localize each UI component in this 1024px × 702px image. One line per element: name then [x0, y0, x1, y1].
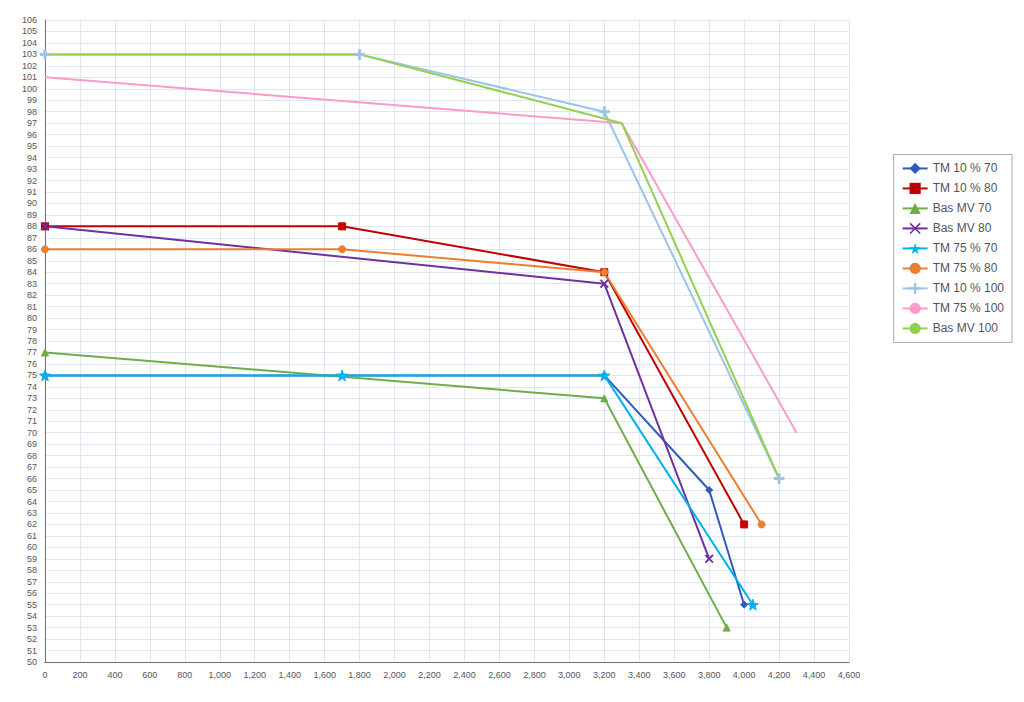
svg-text:3,000: 3,000 [558, 670, 581, 680]
svg-text:98: 98 [27, 107, 37, 117]
svg-text:Bas MV 80: Bas MV 80 [933, 221, 992, 235]
svg-text:Bas MV 70: Bas MV 70 [933, 201, 992, 215]
svg-text:91: 91 [27, 187, 37, 197]
svg-text:53: 53 [27, 623, 37, 633]
svg-text:94: 94 [27, 153, 37, 163]
svg-text:2,800: 2,800 [523, 670, 546, 680]
svg-text:59: 59 [27, 554, 37, 564]
svg-text:62: 62 [27, 519, 37, 529]
svg-text:77: 77 [27, 347, 37, 357]
svg-text:97: 97 [27, 118, 37, 128]
svg-text:4,600: 4,600 [838, 670, 861, 680]
svg-text:TM 75 % 80: TM 75 % 80 [933, 261, 998, 275]
svg-text:83: 83 [27, 279, 37, 289]
svg-text:78: 78 [27, 336, 37, 346]
svg-text:Bas MV 100: Bas MV 100 [933, 321, 999, 335]
svg-text:1,200: 1,200 [243, 670, 266, 680]
svg-text:60: 60 [27, 542, 37, 552]
svg-text:61: 61 [27, 531, 37, 541]
svg-text:TM 10 % 80: TM 10 % 80 [933, 181, 998, 195]
svg-text:800: 800 [177, 670, 192, 680]
svg-text:TM 75 % 70: TM 75 % 70 [933, 241, 998, 255]
svg-text:68: 68 [27, 451, 37, 461]
svg-text:3,600: 3,600 [663, 670, 686, 680]
svg-text:3,800: 3,800 [698, 670, 721, 680]
svg-text:95: 95 [27, 141, 37, 151]
svg-text:101: 101 [22, 72, 37, 82]
svg-text:105: 105 [22, 26, 37, 36]
svg-text:2,000: 2,000 [383, 670, 406, 680]
svg-text:93: 93 [27, 164, 37, 174]
svg-text:1,600: 1,600 [313, 670, 336, 680]
svg-text:TM 75 % 100: TM 75 % 100 [933, 301, 1005, 315]
svg-text:58: 58 [27, 565, 37, 575]
svg-text:69: 69 [27, 439, 37, 449]
svg-text:56: 56 [27, 588, 37, 598]
svg-text:100: 100 [22, 84, 37, 94]
svg-text:89: 89 [27, 210, 37, 220]
svg-text:86: 86 [27, 244, 37, 254]
svg-text:1,800: 1,800 [348, 670, 371, 680]
svg-text:80: 80 [27, 313, 37, 323]
svg-text:52: 52 [27, 634, 37, 644]
svg-text:4,400: 4,400 [803, 670, 826, 680]
svg-text:76: 76 [27, 359, 37, 369]
svg-text:79: 79 [27, 325, 37, 335]
svg-text:82: 82 [27, 290, 37, 300]
svg-text:96: 96 [27, 130, 37, 140]
svg-text:99: 99 [27, 95, 37, 105]
svg-text:TM 10 % 100: TM 10 % 100 [933, 281, 1005, 295]
svg-text:65: 65 [27, 485, 37, 495]
svg-text:92: 92 [27, 176, 37, 186]
svg-text:2,200: 2,200 [418, 670, 441, 680]
svg-text:84: 84 [27, 267, 37, 277]
svg-text:74: 74 [27, 382, 37, 392]
svg-text:85: 85 [27, 256, 37, 266]
svg-text:4,200: 4,200 [768, 670, 791, 680]
svg-text:54: 54 [27, 611, 37, 621]
svg-text:71: 71 [27, 416, 37, 426]
svg-text:75: 75 [27, 370, 37, 380]
svg-text:81: 81 [27, 302, 37, 312]
svg-text:55: 55 [27, 600, 37, 610]
svg-text:102: 102 [22, 61, 37, 71]
svg-text:1,400: 1,400 [278, 670, 301, 680]
svg-text:50: 50 [27, 657, 37, 667]
svg-text:90: 90 [27, 198, 37, 208]
svg-text:66: 66 [27, 474, 37, 484]
svg-text:57: 57 [27, 577, 37, 587]
svg-text:106: 106 [22, 15, 37, 25]
svg-text:67: 67 [27, 462, 37, 472]
svg-text:51: 51 [27, 646, 37, 656]
svg-text:104: 104 [22, 38, 37, 48]
svg-text:TM 10 % 70: TM 10 % 70 [933, 161, 998, 175]
svg-text:63: 63 [27, 508, 37, 518]
svg-text:1,000: 1,000 [209, 670, 232, 680]
svg-text:88: 88 [27, 221, 37, 231]
svg-text:3,200: 3,200 [593, 670, 616, 680]
svg-text:600: 600 [142, 670, 157, 680]
svg-text:3,400: 3,400 [628, 670, 651, 680]
svg-text:72: 72 [27, 405, 37, 415]
svg-text:103: 103 [22, 49, 37, 59]
svg-text:2,400: 2,400 [453, 670, 476, 680]
svg-text:73: 73 [27, 393, 37, 403]
svg-text:87: 87 [27, 233, 37, 243]
svg-text:400: 400 [107, 670, 122, 680]
svg-text:0: 0 [42, 670, 47, 680]
svg-text:200: 200 [72, 670, 87, 680]
svg-text:4,000: 4,000 [733, 670, 756, 680]
svg-text:64: 64 [27, 497, 37, 507]
svg-text:70: 70 [27, 428, 37, 438]
svg-text:2,600: 2,600 [488, 670, 511, 680]
